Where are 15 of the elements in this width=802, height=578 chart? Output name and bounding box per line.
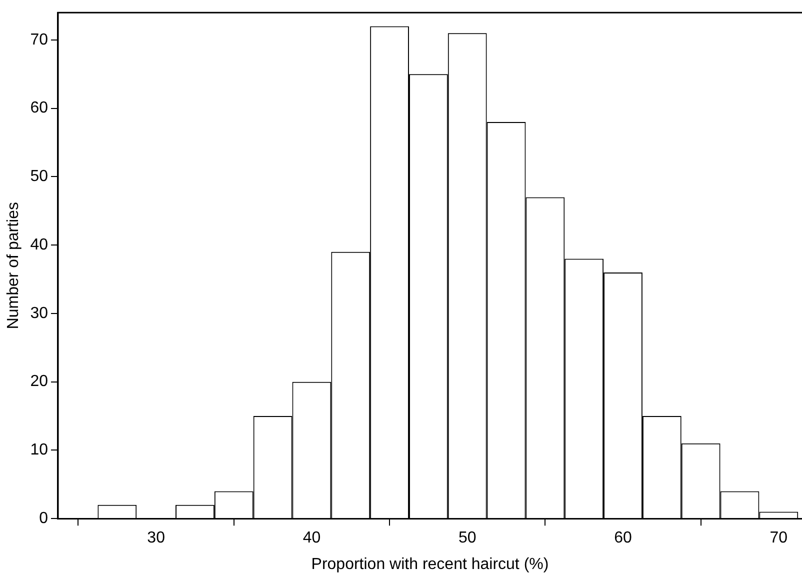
y-tick-label: 10 bbox=[30, 442, 48, 459]
y-tick-label: 50 bbox=[30, 168, 48, 186]
x-tick-label: 50 bbox=[458, 530, 476, 547]
y-tick-label: 60 bbox=[30, 100, 48, 117]
x-tick-label: 60 bbox=[614, 530, 632, 547]
y-tick-label: 30 bbox=[30, 304, 48, 322]
y-axis-title: Number of parties bbox=[5, 202, 22, 330]
y-tick-label: 40 bbox=[30, 236, 48, 254]
y-tick-label: 20 bbox=[30, 373, 48, 390]
x-axis-title: Proportion with recent haircut (%) bbox=[311, 556, 549, 573]
y-tick-label: 70 bbox=[30, 31, 48, 48]
x-tick-label: 70 bbox=[770, 530, 788, 547]
y-tick-label: 0 bbox=[39, 510, 48, 528]
x-tick-label: 30 bbox=[147, 530, 166, 547]
x-tick-label: 40 bbox=[302, 530, 321, 547]
